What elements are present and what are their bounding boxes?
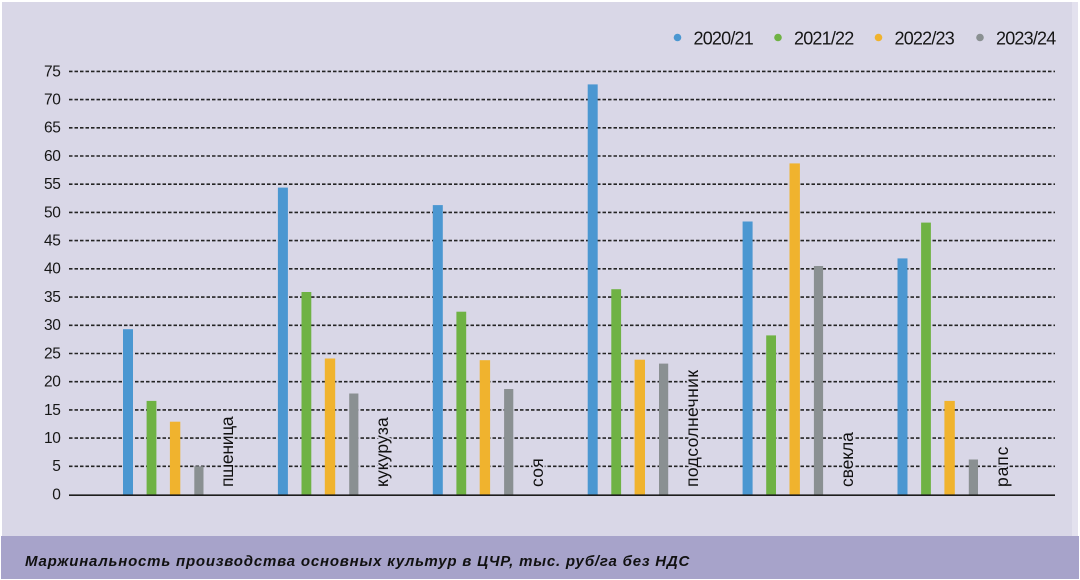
svg-text:кукуруза: кукуруза: [372, 417, 392, 487]
svg-text:75: 75: [44, 63, 60, 80]
svg-text:10: 10: [44, 430, 61, 447]
svg-text:свекла: свекла: [837, 432, 857, 487]
svg-text:65: 65: [44, 120, 60, 137]
svg-text:0: 0: [52, 486, 61, 503]
svg-text:соя: соя: [527, 458, 547, 487]
svg-text:40: 40: [44, 261, 61, 278]
svg-text:45: 45: [44, 233, 60, 250]
svg-text:2022/23: 2022/23: [895, 28, 955, 48]
svg-text:2021/22: 2021/22: [794, 28, 854, 48]
svg-text:2023/24: 2023/24: [996, 28, 1056, 48]
svg-text:рапс: рапс: [992, 446, 1012, 487]
svg-text:35: 35: [44, 289, 60, 306]
svg-text:15: 15: [44, 402, 60, 419]
svg-text:30: 30: [44, 317, 61, 334]
svg-text:2020/21: 2020/21: [694, 28, 754, 48]
svg-text:пшеница: пшеница: [217, 416, 237, 487]
svg-text:5: 5: [52, 458, 60, 475]
svg-text:25: 25: [44, 345, 60, 362]
svg-text:50: 50: [44, 204, 61, 221]
svg-text:70: 70: [44, 92, 61, 109]
svg-text:60: 60: [44, 148, 61, 165]
svg-text:20: 20: [44, 374, 61, 391]
svg-text:подсолнечник: подсолнечник: [682, 370, 702, 487]
svg-text:55: 55: [44, 176, 60, 193]
